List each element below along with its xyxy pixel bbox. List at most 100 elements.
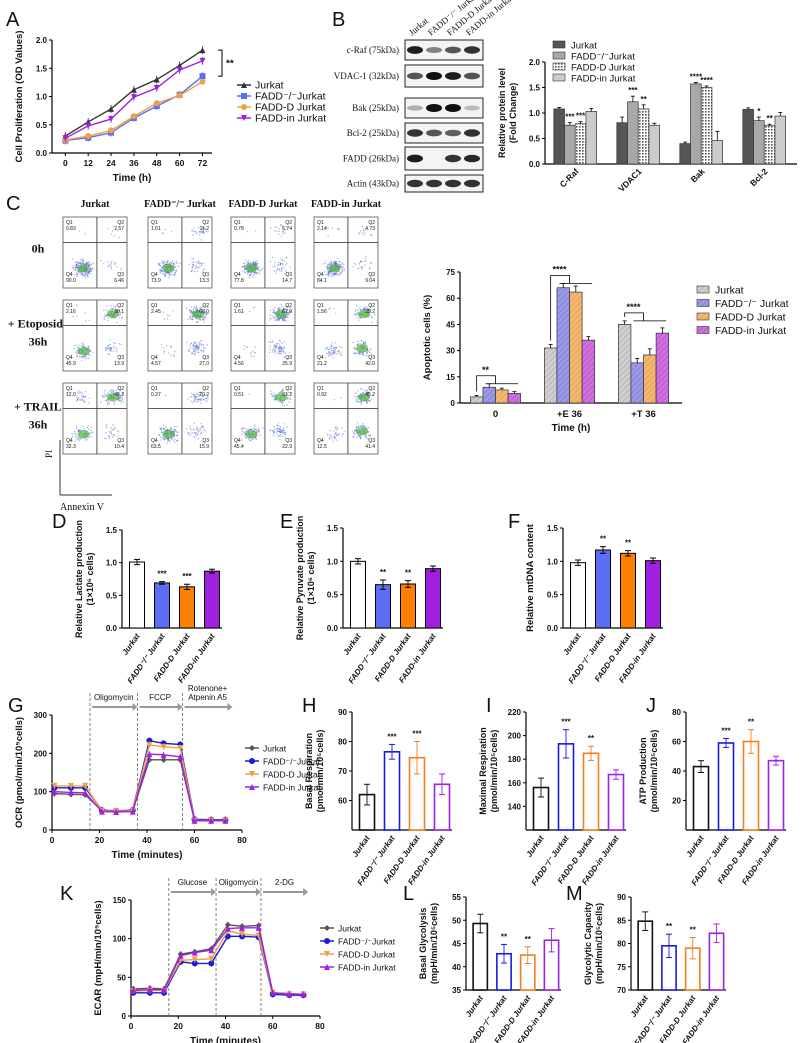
event-dot (173, 273, 176, 275)
quadrant-name: Q3 (285, 355, 292, 361)
event-dot (81, 399, 83, 401)
event-dot (174, 438, 176, 441)
data-point (255, 924, 262, 931)
bar (569, 291, 583, 404)
bar (595, 549, 611, 629)
event-dot (364, 260, 366, 263)
event-dot (110, 349, 113, 351)
event-dot (191, 266, 194, 269)
event-dot (78, 344, 80, 346)
quadrant-value: 67.9 (282, 309, 292, 315)
plot-frame (62, 216, 128, 289)
event-dot (102, 263, 105, 265)
legend-label: Jurkat (338, 924, 362, 934)
event-dot (108, 435, 110, 437)
event-dot (158, 264, 160, 266)
y-tick-label: 80 (617, 940, 626, 949)
event-dot (172, 273, 174, 275)
data-point (239, 924, 246, 931)
event-dot (325, 273, 327, 276)
event-dot (201, 349, 203, 351)
event-dot (202, 318, 204, 321)
event-dot (202, 395, 204, 398)
event-dot (333, 347, 335, 349)
event-dot (163, 273, 165, 275)
event-dot (167, 260, 169, 262)
event-dot (110, 346, 112, 349)
event-dot (329, 429, 332, 432)
legend-item: FADD-D Jurkat (696, 312, 786, 324)
event-dot (284, 433, 286, 435)
event-dot (80, 395, 83, 397)
event-dot (194, 353, 196, 356)
event-dot (328, 273, 331, 275)
event-dot (116, 321, 118, 324)
event-dot (370, 262, 373, 264)
event-dot (274, 316, 277, 319)
quadrant-value: 0.92 (317, 392, 327, 398)
event-dot (365, 435, 367, 437)
significance-label: **** (626, 302, 641, 312)
event-dot (203, 349, 205, 352)
injection-label: Oligomycin (94, 693, 134, 702)
bar (616, 122, 628, 165)
legend-label: FADD⁻/⁻Jurkat (338, 937, 396, 947)
event-dot (252, 307, 254, 309)
data-point (130, 113, 137, 120)
protein-band (445, 179, 461, 188)
event-dot (79, 262, 81, 265)
event-dot (194, 267, 197, 269)
event-dot (195, 395, 197, 398)
event-dot (280, 434, 282, 436)
event-dot (112, 350, 114, 352)
event-dot (196, 396, 199, 398)
event-dot (241, 430, 244, 433)
quadrant-name: Q3 (368, 272, 375, 278)
event-dot (332, 357, 335, 359)
injection-label: Atpenin A5 (188, 693, 227, 702)
event-dot (110, 265, 112, 267)
event-dot (110, 432, 112, 434)
event-dot (204, 310, 206, 312)
event-dot (274, 347, 277, 350)
panel-label-g: G (8, 695, 24, 717)
quadrant-name: Q4 (151, 272, 158, 278)
data-point (324, 925, 330, 931)
event-dot (273, 434, 275, 437)
event-dot (279, 428, 282, 431)
event-dot (110, 261, 112, 263)
event-dot (85, 355, 87, 358)
x-tick-label: Jurkat (350, 834, 371, 859)
event-dot (79, 356, 82, 358)
event-dot (200, 391, 202, 393)
legend-item: Jurkat (696, 285, 744, 297)
event-dot (160, 270, 163, 272)
event-dot (192, 393, 194, 396)
event-dot (75, 266, 78, 269)
event-dot (100, 401, 102, 404)
event-dot (250, 355, 253, 358)
event-dot (197, 349, 199, 351)
event-dot (179, 262, 181, 265)
event-dot (362, 309, 364, 311)
y-axis-label: (1×10⁶ cells) (306, 552, 316, 605)
event-dot (362, 353, 365, 356)
y-tick-label: 1.0 (529, 109, 541, 118)
y-tick-label: 0.5 (106, 591, 118, 600)
event-dot (286, 314, 289, 316)
event-dot (288, 310, 291, 313)
event-dot (281, 348, 284, 350)
pi-label: PI (44, 450, 54, 458)
data-point (191, 949, 198, 956)
event-dot (82, 259, 85, 261)
event-dot (334, 312, 337, 315)
event-dot (202, 230, 205, 232)
event-dot (328, 308, 330, 311)
event-dot (253, 274, 255, 276)
quadrant-name: Q1 (317, 303, 324, 309)
event-dot (250, 272, 252, 275)
event-dot (273, 398, 276, 400)
